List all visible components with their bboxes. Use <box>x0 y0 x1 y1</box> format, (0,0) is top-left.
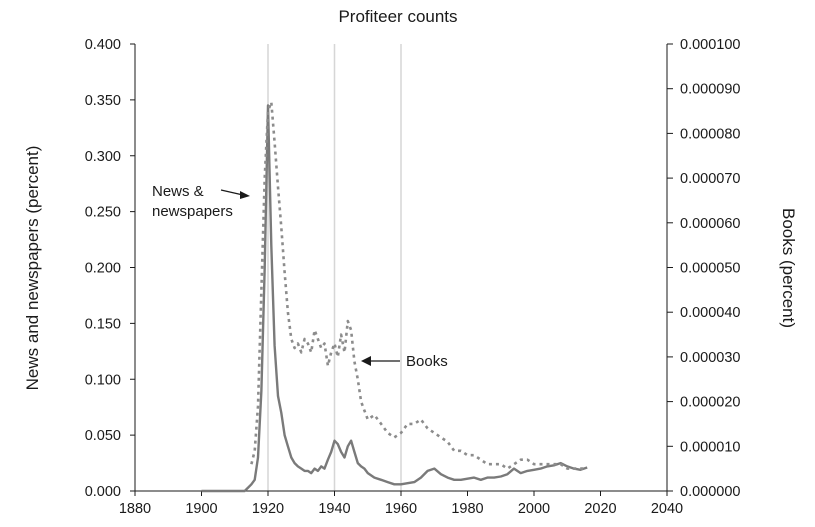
y-tick-label: 0.350 <box>85 93 121 109</box>
y2-tick-label: 0.000070 <box>680 171 740 187</box>
left-y-axis-label: News and newspapers (percent) <box>23 146 42 391</box>
books-annotation-arrow <box>361 356 400 366</box>
x-tick-label: 2040 <box>651 501 683 517</box>
y-tick-label: 0.400 <box>85 37 121 53</box>
x-tick-label: 1880 <box>119 501 151 517</box>
right-y-axis-label: Books (percent) <box>779 208 798 328</box>
y-tick-label: 0.050 <box>85 428 121 444</box>
y-tick-label: 0.100 <box>85 372 121 388</box>
x-tick-label: 1920 <box>252 501 284 517</box>
y2-tick-label: 0.000080 <box>680 126 740 142</box>
y2-tick-label: 0.000020 <box>680 395 740 411</box>
news-annotation-arrow <box>220 189 250 199</box>
y-tick-label: 0.200 <box>85 261 121 277</box>
y-tick-label: 0.250 <box>85 205 121 221</box>
x-tick-label: 2000 <box>518 501 550 517</box>
y2-tick-label: 0.000040 <box>680 305 740 321</box>
x-axis-ticks: 1880 1900 1920 1940 1960 1980 2000 2020 2040 <box>119 491 683 517</box>
y2-tick-label: 0.000000 <box>680 484 740 500</box>
y-tick-label: 0.300 <box>85 149 121 165</box>
x-tick-label: 1900 <box>185 501 217 517</box>
books-annotation: Books <box>406 353 448 370</box>
chart-title: Profiteer counts <box>338 7 457 26</box>
news-series-line <box>201 104 588 493</box>
left-y-axis-ticks: 0.000 0.050 0.100 0.150 0.200 0.250 0.300 0.350… <box>85 37 135 500</box>
x-tick-label: 1980 <box>451 501 483 517</box>
series-layer <box>201 100 588 493</box>
news-annotation-line1: News & <box>152 183 204 200</box>
y2-tick-label: 0.000010 <box>680 439 740 455</box>
y2-tick-label: 0.000050 <box>680 261 740 277</box>
x-tick-label: 1940 <box>318 501 350 517</box>
y2-tick-label: 0.000030 <box>680 350 740 366</box>
y2-tick-label: 0.000090 <box>680 82 740 98</box>
x-tick-label: 2020 <box>584 501 616 517</box>
books-series-line <box>250 100 588 470</box>
annotations: News & newspapers Books <box>152 183 448 370</box>
right-y-axis-ticks: 0.000000 0.000010 0.000020 0.000030 0.000040… <box>667 37 740 500</box>
y-tick-label: 0.150 <box>85 316 121 332</box>
x-tick-label: 1960 <box>385 501 417 517</box>
y2-tick-label: 0.000100 <box>680 37 740 53</box>
y2-tick-label: 0.000060 <box>680 216 740 232</box>
news-annotation-line2: newspapers <box>152 203 233 220</box>
y-tick-label: 0.000 <box>85 484 121 500</box>
